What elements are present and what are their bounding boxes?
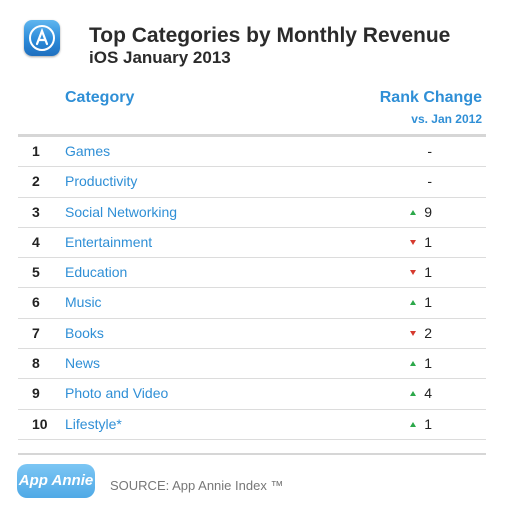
- arrow-up-icon: [410, 421, 417, 427]
- row-rank-change: -: [427, 173, 432, 189]
- row-rank: 9: [32, 385, 40, 402]
- row-rank-change: 1: [410, 234, 432, 250]
- row-category: Productivity: [65, 173, 138, 190]
- row-rank-change: -: [427, 143, 432, 159]
- table-row: 2 Productivity -: [18, 167, 486, 198]
- rank-change-value: 1: [424, 355, 432, 372]
- table-row: 10 Lifestyle* 1: [18, 410, 486, 440]
- row-rank-change: 1: [410, 294, 432, 310]
- table-row: 6 Music 1: [18, 288, 486, 319]
- table-row: 8 News 1: [18, 349, 486, 380]
- arrow-up-icon: [410, 300, 417, 306]
- row-rank-change: 1: [410, 416, 432, 432]
- table-row: 3 Social Networking 9: [18, 198, 486, 228]
- table-row: 4 Entertainment 1: [18, 228, 486, 259]
- row-category: Books: [65, 324, 104, 341]
- row-rank: 6: [32, 294, 40, 311]
- rank-change-value: 1: [424, 294, 432, 311]
- row-category: Social Networking: [65, 203, 178, 220]
- row-rank: 4: [32, 233, 40, 250]
- row-rank-change: 2: [410, 325, 432, 341]
- arrow-up-icon: [410, 391, 417, 397]
- rank-change-value: 1: [424, 415, 432, 432]
- footer-divider: [18, 453, 486, 455]
- row-category: Photo and Video: [65, 385, 169, 402]
- row-rank-change: 1: [410, 264, 432, 280]
- table-row: 7 Books 2: [18, 319, 486, 350]
- column-header-category: Category: [65, 89, 135, 106]
- app-store-icon: [24, 20, 60, 56]
- arrow-down-icon: [410, 330, 417, 336]
- row-rank: 1: [32, 143, 40, 159]
- row-category: Entertainment: [65, 233, 153, 250]
- row-category: Games: [65, 143, 111, 159]
- table-row: 5 Education 1: [18, 258, 486, 289]
- page-subtitle: iOS January 2013: [89, 48, 231, 67]
- rank-change-value: -: [427, 173, 432, 190]
- row-rank: 7: [32, 324, 40, 341]
- table-row: 1 Games -: [18, 137, 486, 168]
- arrow-down-icon: [410, 270, 417, 276]
- row-rank: 8: [32, 355, 40, 372]
- rank-change-value: 4: [424, 385, 432, 402]
- arrow-down-icon: [410, 239, 417, 245]
- rank-change-value: 2: [424, 324, 432, 341]
- row-rank: 3: [32, 203, 40, 220]
- rank-change-value: 1: [424, 233, 432, 250]
- row-category: Education: [65, 264, 128, 281]
- app-annie-logo: App Annie: [17, 464, 95, 498]
- category-table: 1 Games - 2 Productivity - 3 Social Networking 9…: [18, 137, 486, 440]
- row-rank: 2: [32, 173, 40, 190]
- source-text: SOURCE: App Annie Index ™: [110, 478, 284, 493]
- rank-change-value: 9: [424, 203, 432, 220]
- table-row: 9 Photo and Video 4: [18, 379, 486, 410]
- row-category: Lifestyle*: [65, 415, 122, 432]
- rank-change-value: 1: [424, 264, 432, 281]
- row-category: Music: [65, 294, 102, 311]
- row-rank-change: 9: [410, 204, 432, 220]
- page-title: Top Categories by Monthly Revenue: [89, 24, 451, 47]
- rank-change-value: -: [427, 143, 432, 159]
- column-header-rank-change: Rank Change: [379, 89, 482, 106]
- row-category: News: [65, 355, 101, 372]
- row-rank: 10: [32, 415, 48, 432]
- row-rank-change: 4: [410, 385, 432, 401]
- arrow-up-icon: [410, 361, 417, 367]
- row-rank-change: 1: [410, 355, 432, 371]
- row-rank: 5: [32, 264, 40, 281]
- arrow-up-icon: [410, 209, 417, 215]
- header-divider: [18, 134, 486, 137]
- column-header-rank-change-subtitle: vs. Jan 2012: [411, 112, 482, 126]
